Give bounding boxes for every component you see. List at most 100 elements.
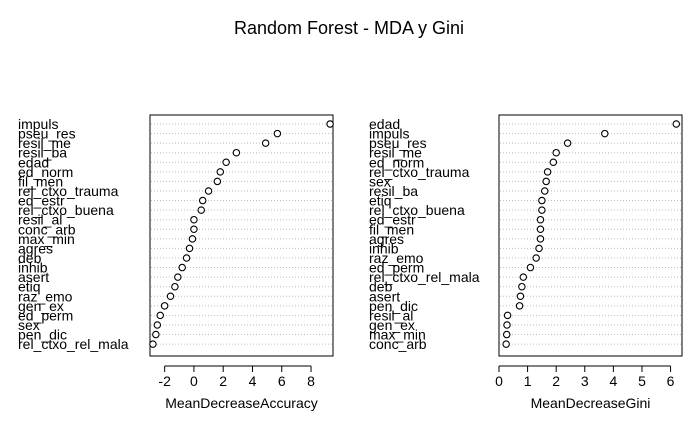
- data-point: [542, 177, 550, 186]
- variable-label: resil_al: [18, 212, 62, 228]
- variable-label: rel_ctxo_buena: [18, 202, 114, 218]
- variable-label: edad: [369, 116, 400, 132]
- variable-label: pen_dic: [369, 298, 418, 314]
- variable-label: impuls: [18, 116, 58, 132]
- data-point: [204, 187, 213, 195]
- variable-label: rel_ctxo_rel_mala: [369, 269, 480, 285]
- variable-label: pseu_res: [369, 135, 427, 151]
- x-tick-label: 2: [219, 373, 227, 389]
- variable-label: etiq: [18, 279, 41, 295]
- data-point: [174, 273, 182, 281]
- variable-label: inhib: [369, 240, 399, 256]
- data-point: [190, 225, 198, 234]
- x-tick-label: 5: [638, 373, 646, 389]
- data-point: [526, 263, 535, 272]
- data-point: [502, 340, 510, 348]
- variable-label: gen_ex: [369, 317, 415, 333]
- data-point: [515, 302, 524, 310]
- panel-1: impulspseu_resresil_meresil_baedaded_nor…: [18, 114, 334, 411]
- data-point: [166, 292, 175, 301]
- data-point: [549, 158, 558, 167]
- variable-label: rel_ctxo_trauma: [18, 183, 119, 199]
- data-point: [672, 120, 681, 128]
- variable-label: ed_norm: [369, 154, 424, 170]
- x-tick-label: 0: [495, 373, 503, 389]
- x-axis-label: MeanDecreaseAccuracy: [165, 395, 318, 411]
- variable-label: max_min: [18, 231, 75, 247]
- variable-label: max_min: [369, 327, 426, 343]
- variable-label: sex: [369, 173, 391, 189]
- data-point: [601, 129, 609, 138]
- variable-label: edad: [18, 154, 49, 170]
- data-point: [197, 206, 205, 214]
- data-point: [518, 282, 526, 291]
- data-point: [160, 302, 169, 310]
- data-point: [503, 321, 511, 329]
- variable-label: raz_emo: [369, 250, 424, 266]
- data-point: [216, 168, 225, 176]
- plot-frame: [149, 114, 334, 357]
- data-point: [261, 139, 270, 147]
- data-point: [552, 148, 560, 157]
- variable-label: ed_estr: [18, 193, 65, 209]
- data-point: [198, 196, 207, 205]
- x-tick-label: 4: [609, 373, 617, 389]
- data-point: [171, 282, 179, 291]
- chart-title: Random Forest - MDA y Gini: [234, 18, 464, 38]
- data-point: [538, 196, 546, 205]
- data-point: [503, 311, 512, 320]
- data-point: [538, 206, 546, 214]
- variable-label: resil_me: [18, 135, 71, 151]
- variable-label: etiq: [369, 193, 392, 209]
- data-point: [535, 244, 543, 253]
- x-tick-label: 3: [581, 373, 589, 389]
- data-point: [190, 215, 198, 224]
- variable-label: rel_ctxo_trauma: [369, 164, 470, 180]
- variable-label: ed_perm: [18, 307, 73, 323]
- variable-label: resil_ba: [18, 145, 67, 161]
- variable-label: resil_al: [369, 307, 413, 323]
- variable-label: pseu_res: [18, 126, 76, 142]
- variable-label: raz_emo: [18, 288, 73, 304]
- x-tick-label: 6: [278, 373, 286, 389]
- variable-label: impuls: [369, 126, 409, 142]
- data-point: [149, 340, 157, 348]
- data-point: [519, 273, 528, 281]
- data-point: [156, 311, 164, 320]
- data-point: [273, 129, 282, 138]
- x-tick-label: 0: [190, 373, 198, 389]
- variable-label: conc_arb: [369, 336, 427, 352]
- variable-label: sex: [18, 317, 40, 333]
- plot-frame: [498, 114, 683, 357]
- data-point: [153, 321, 162, 329]
- x-tick-label: 8: [307, 373, 315, 389]
- variable-label: conc_arb: [18, 221, 76, 237]
- data-point: [516, 292, 525, 301]
- variable-label: fil_men: [369, 221, 414, 237]
- variable-label: fil_men: [18, 173, 63, 189]
- x-tick-label: 4: [249, 373, 257, 389]
- variable-label: ed_perm: [369, 260, 424, 276]
- data-point: [213, 177, 222, 186]
- data-point: [185, 244, 194, 253]
- variable-label: inhib: [18, 260, 48, 276]
- data-point: [543, 168, 552, 176]
- variable-label: pen_dic: [18, 327, 67, 343]
- data-point: [536, 215, 545, 224]
- data-point: [536, 225, 545, 234]
- x-tick-label: 1: [524, 373, 532, 389]
- data-point: [152, 330, 160, 339]
- panel-2: edadimpulspseu_resresil_meed_normrel_ctx…: [369, 114, 683, 411]
- data-point: [326, 120, 334, 128]
- data-point: [232, 148, 241, 157]
- variable-label: asert: [369, 288, 400, 304]
- variable-label: agres: [18, 240, 53, 256]
- data-point: [502, 330, 511, 339]
- variable-label: rel_ctxo_buena: [369, 202, 465, 218]
- variable-label: resil_ba: [369, 183, 418, 199]
- variable-label: ed_norm: [18, 164, 73, 180]
- variable-label: resil_me: [369, 145, 422, 161]
- variable-label: deb: [18, 250, 42, 266]
- data-point: [182, 254, 191, 262]
- variable-label: deb: [369, 279, 393, 295]
